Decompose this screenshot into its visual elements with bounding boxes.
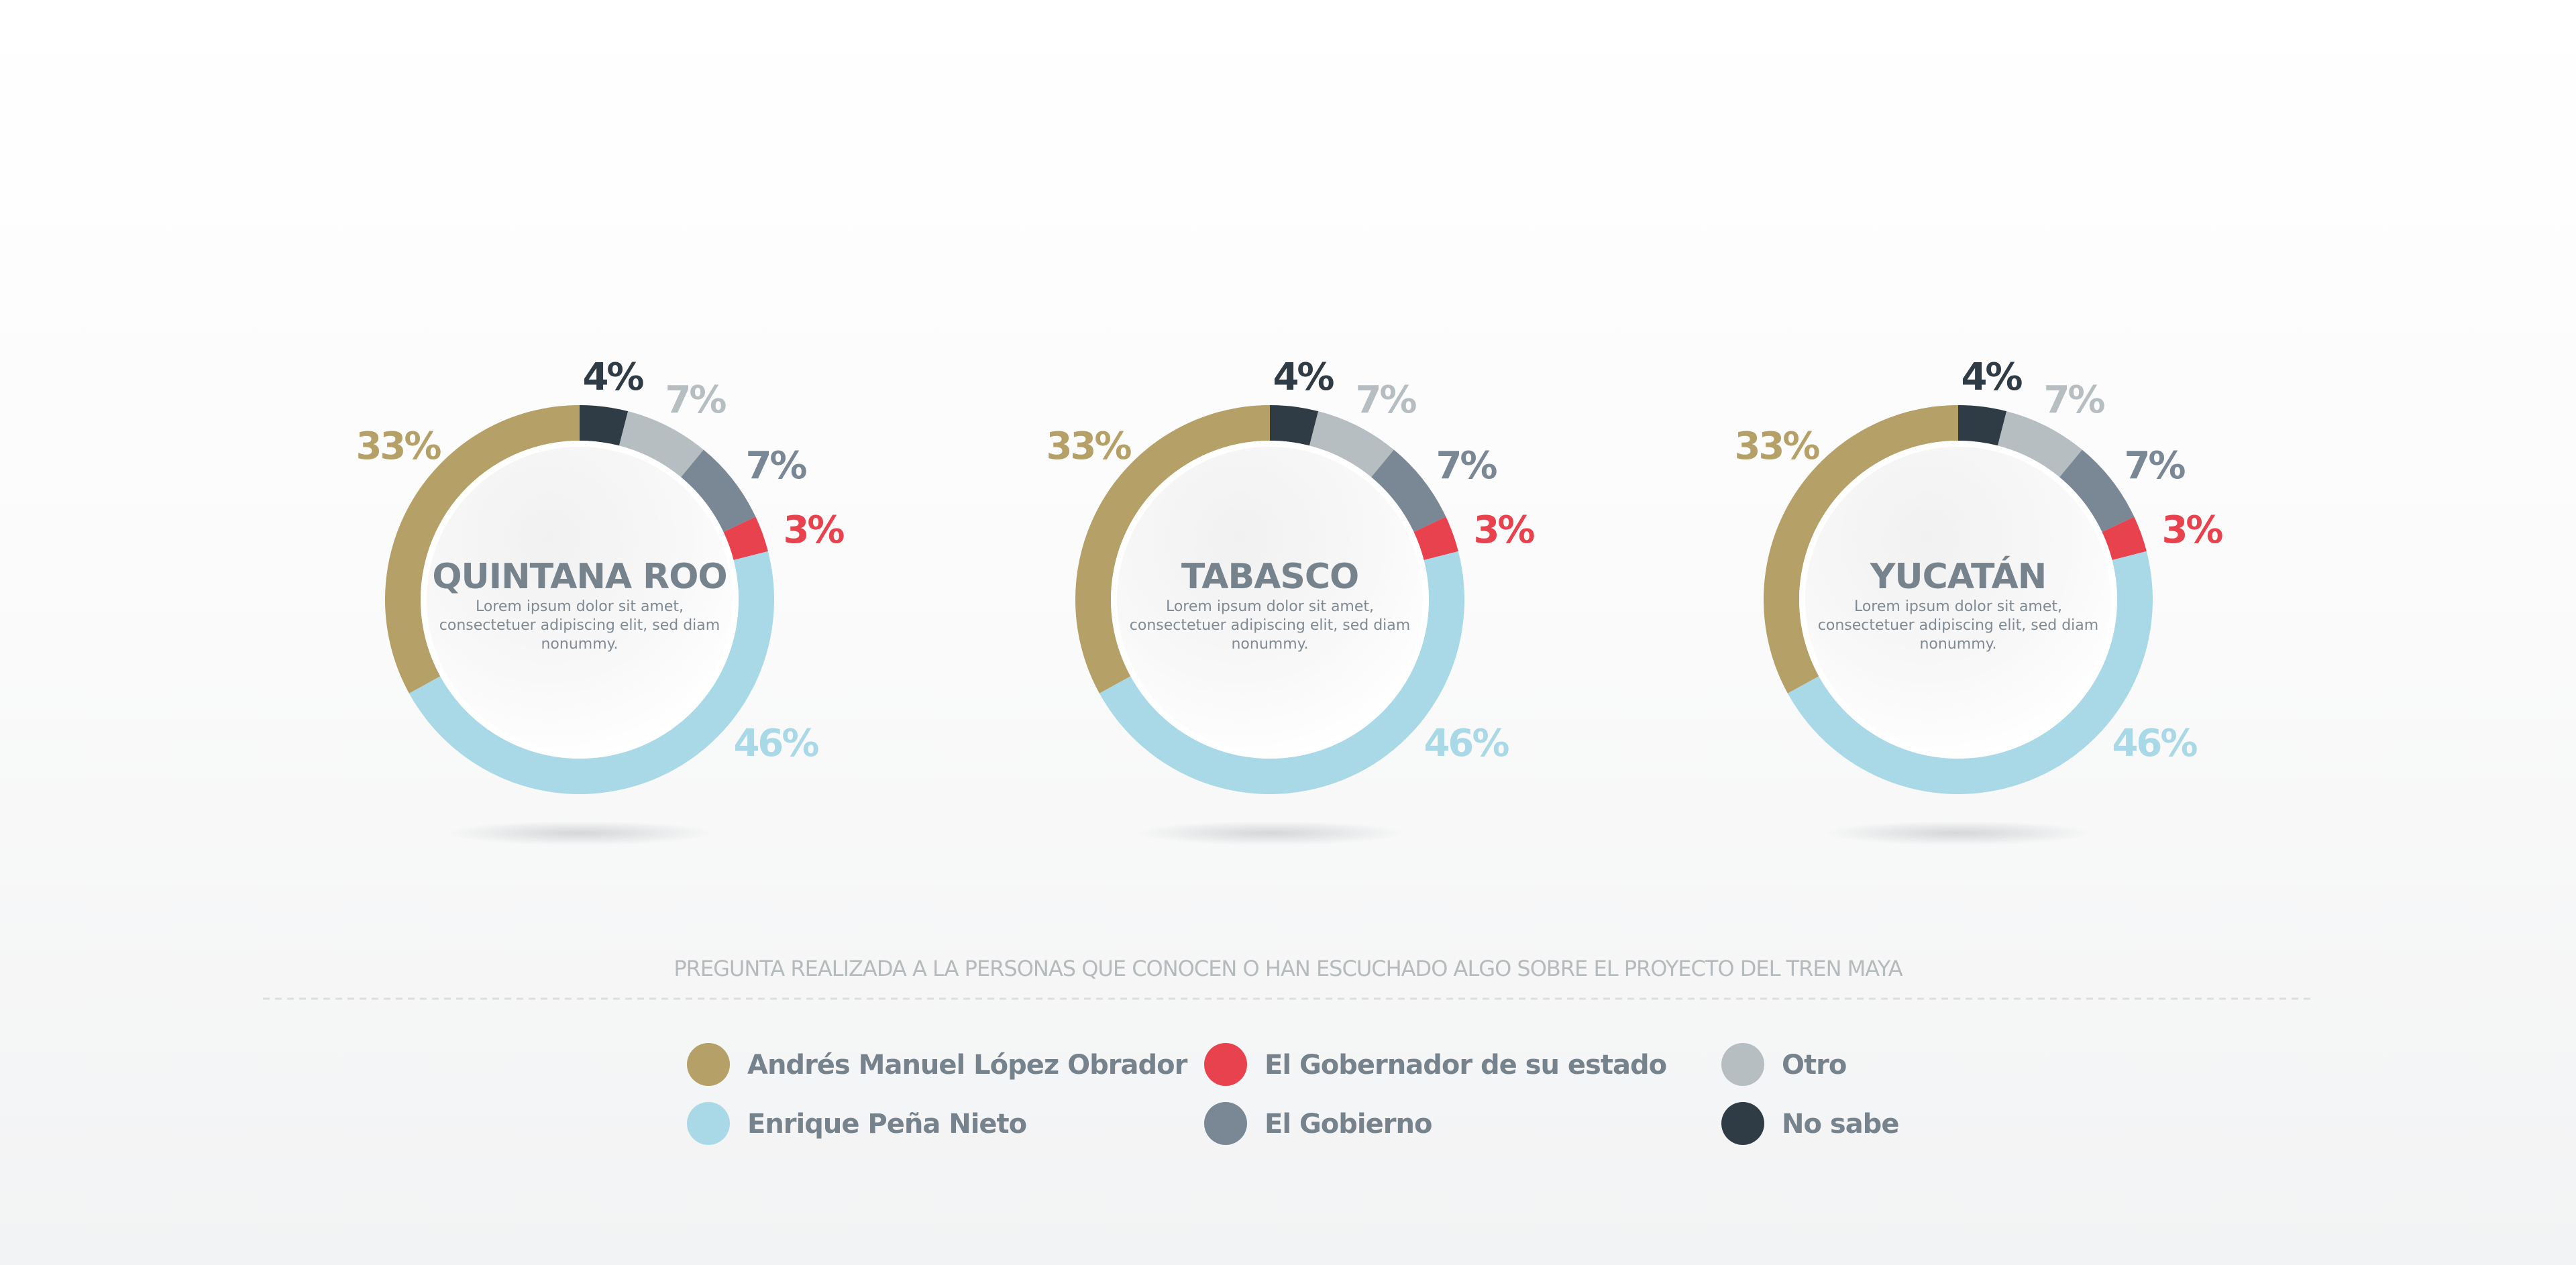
chart-description-line: nonummy. [1919,636,1996,653]
chart-description-line: consectetuer adipiscing elit, sed diam [439,617,720,634]
center-disc [1805,447,2111,753]
slice-no-sabe [580,405,629,446]
legend-swatch [687,1102,730,1145]
slice-el-gobierno [2059,449,2135,533]
data-label-andres-manuel-lopez-obrador: 33% [1046,425,1131,468]
data-label-el-gobernador-de-su-estado: 3% [1473,508,1534,552]
chart-description-line: nonummy. [1231,636,1308,653]
slice-el-gobernador-de-su-estado [1413,516,1458,561]
data-label-enrique-pena-nieto: 46% [733,722,818,765]
chart-shadow [445,821,714,845]
chart-description-line: Lorem ipsum dolor sit amet, [476,598,684,615]
survey-caption: PREGUNTA REALIZADA A LA PERSONAS QUE CON… [674,956,1902,981]
legend-label: Andrés Manuel López Obrador [747,1050,1188,1081]
legend-label: No sabe [1782,1109,1898,1140]
data-label-el-gobierno: 7% [745,444,806,488]
slice-otro [1997,411,2082,478]
slice-enrique-pena-nieto [409,551,775,795]
data-label-el-gobernador-de-su-estado: 3% [783,508,844,552]
legend-swatch [1204,1043,1247,1086]
slice-no-sabe [1270,405,1319,446]
legend-item-el-gobierno: El Gobierno [1204,1102,1432,1145]
legend-swatch [1204,1102,1247,1145]
slice-andres-manuel-lopez-obrador [384,405,580,694]
legend-item-no-sabe: No sabe [1721,1102,1899,1145]
legend-swatch [687,1043,730,1086]
chart-shadow [1136,821,1404,845]
data-label-no-sabe: 4% [1273,355,1334,399]
data-label-andres-manuel-lopez-obrador: 33% [1734,425,1819,468]
data-label-otro: 7% [2043,378,2104,422]
chart-title: QUINTANA ROO [432,557,727,597]
data-label-el-gobernador-de-su-estado: 3% [2161,508,2222,552]
data-label-el-gobierno: 7% [1436,444,1497,488]
slice-otro [619,411,704,478]
legend-item-otro: Otro [1721,1043,1847,1086]
slice-el-gobierno [681,449,756,533]
data-label-no-sabe: 4% [1961,355,2022,399]
chart-title: YUCATÁN [1870,556,2046,597]
slice-otro [1309,411,1394,478]
center-disc [427,447,733,753]
slice-no-sabe [1958,405,2007,446]
legend-item-enrique-pena-nieto: Enrique Peña Nieto [687,1102,1027,1145]
data-label-enrique-pena-nieto: 46% [2112,722,2197,765]
chart-description-line: Lorem ipsum dolor sit amet, [1854,598,2062,615]
legend-label: El Gobierno [1265,1109,1432,1140]
chart-title: TABASCO [1181,557,1358,597]
legend-label: Enrique Peña Nieto [747,1109,1026,1140]
chart-description-line: consectetuer adipiscing elit, sed diam [1130,617,1410,634]
legend-label: Otro [1782,1050,1846,1081]
slice-andres-manuel-lopez-obrador [1075,405,1270,694]
chart-description-line: nonummy. [541,636,618,653]
slice-andres-manuel-lopez-obrador [1764,405,1958,694]
chart-description-line: Lorem ipsum dolor sit amet, [1166,598,1374,615]
legend-label: El Gobernador de su estado [1265,1050,1666,1081]
center-disc [1117,447,1423,753]
slice-enrique-pena-nieto [1787,551,2153,794]
data-label-enrique-pena-nieto: 46% [1424,722,1509,765]
legend-swatch [1721,1043,1764,1086]
legend-swatch [1721,1102,1764,1145]
slice-el-gobernador-de-su-estado [723,516,768,561]
slice-el-gobierno [1371,449,1446,533]
legend-item-andres-manuel-lopez-obrador: Andrés Manuel López Obrador [687,1043,1189,1086]
data-label-otro: 7% [665,378,726,422]
legend-item-el-gobernador-de-su-estado: El Gobernador de su estado [1204,1043,1667,1086]
data-label-no-sabe: 4% [582,355,643,399]
slice-enrique-pena-nieto [1099,551,1464,795]
chart-description-line: consectetuer adipiscing elit, sed diam [1818,617,2098,634]
chart-shadow [1824,821,2092,845]
data-label-otro: 7% [1355,378,1416,422]
data-label-el-gobierno: 7% [2124,444,2185,488]
legend: Andrés Manuel López Obrador Enrique Peña … [687,1043,1899,1145]
slice-el-gobernador-de-su-estado [2102,516,2147,561]
data-label-andres-manuel-lopez-obrador: 33% [356,425,441,468]
